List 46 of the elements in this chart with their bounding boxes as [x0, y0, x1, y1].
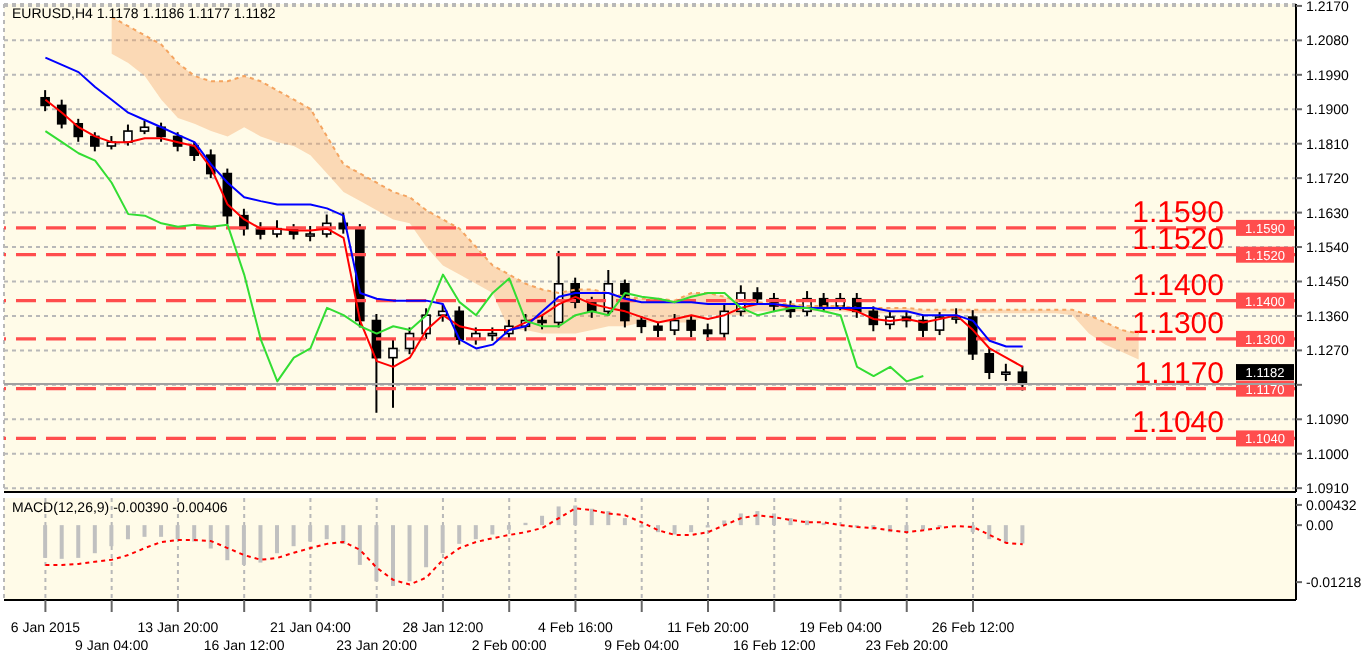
candlestick — [90, 131, 100, 153]
candlestick — [719, 303, 730, 340]
bar — [76, 525, 81, 558]
bar — [805, 520, 810, 526]
bar — [622, 518, 627, 526]
bar — [275, 525, 280, 554]
bar — [589, 508, 594, 526]
ref-line-label: 1.1300 — [1132, 306, 1224, 341]
bar — [1020, 525, 1025, 544]
line-series — [44, 130, 925, 383]
candlestick — [984, 347, 995, 381]
bar — [689, 525, 694, 533]
bar — [142, 525, 147, 537]
bar — [225, 525, 230, 561]
bar — [987, 525, 992, 540]
bar — [424, 525, 429, 568]
bar — [672, 525, 677, 535]
candlestick — [156, 121, 166, 143]
bar — [1003, 525, 1008, 543]
ref-line-label: 1.1040 — [1132, 406, 1224, 441]
ref-line-label: 1.1400 — [1132, 268, 1224, 303]
ref-line-label: 1.1170 — [1134, 356, 1224, 391]
bar — [556, 506, 561, 526]
bar — [540, 515, 545, 526]
bar — [59, 525, 64, 559]
bar — [258, 525, 263, 563]
bar — [407, 525, 412, 582]
bar — [390, 525, 395, 586]
bar — [457, 525, 462, 544]
bar — [473, 525, 478, 540]
bar — [341, 525, 346, 544]
bar — [324, 525, 329, 540]
bar — [159, 525, 164, 537]
bar — [490, 525, 495, 535]
bar — [755, 511, 760, 526]
bar — [92, 525, 97, 554]
bar — [208, 525, 213, 549]
bar — [788, 518, 793, 526]
candlestick — [123, 123, 133, 147]
bar — [291, 525, 296, 547]
bar — [606, 511, 611, 526]
bar — [192, 525, 197, 542]
candlestick — [669, 313, 680, 337]
candlestick — [686, 314, 696, 338]
candlestick — [388, 337, 398, 409]
bar — [357, 525, 362, 565]
